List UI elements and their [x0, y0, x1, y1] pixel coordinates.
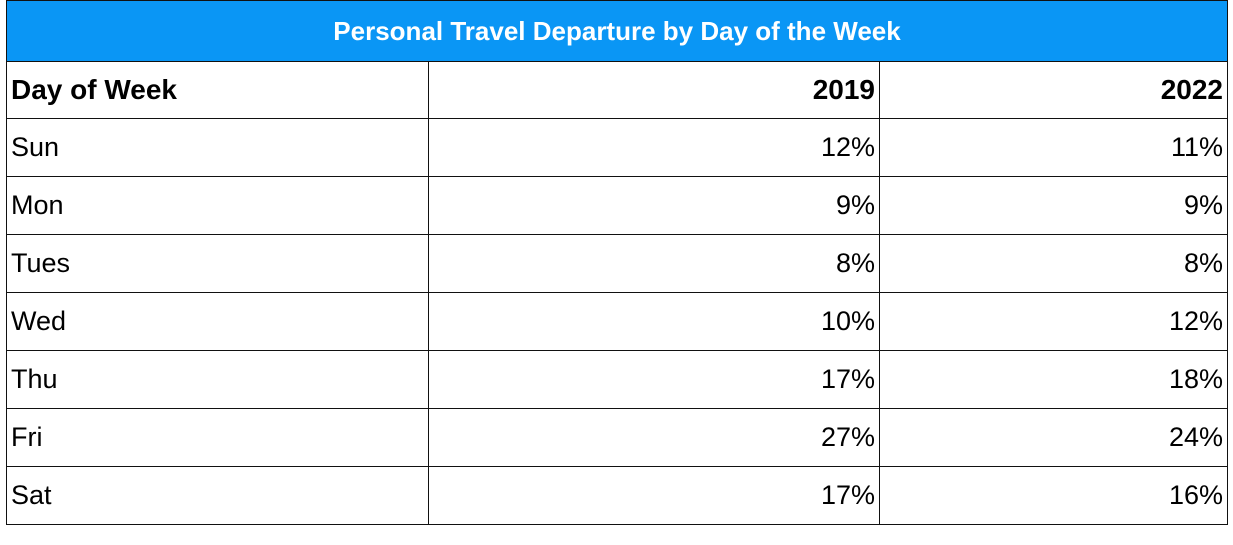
- value-2019-cell: 10%: [428, 292, 880, 351]
- value-2019-cell: 12%: [428, 118, 880, 177]
- table-row: Fri 27% 24%: [6, 408, 1228, 467]
- column-header-day: Day of Week: [6, 61, 429, 119]
- value-2022-cell: 12%: [879, 292, 1228, 351]
- table-row: Thu 17% 18%: [6, 350, 1228, 409]
- day-cell: Sun: [6, 118, 429, 177]
- travel-table-container: Personal Travel Departure by Day of the …: [6, 0, 1228, 525]
- value-2022-cell: 11%: [879, 118, 1228, 177]
- day-cell: Wed: [6, 292, 429, 351]
- value-2019-cell: 27%: [428, 408, 880, 467]
- value-2019-cell: 17%: [428, 350, 880, 409]
- value-2022-cell: 18%: [879, 350, 1228, 409]
- table-row: Sat 17% 16%: [6, 466, 1228, 525]
- table-row: Mon 9% 9%: [6, 176, 1228, 235]
- day-cell: Mon: [6, 176, 429, 235]
- header-row: Day of Week 2019 2022: [6, 61, 1228, 119]
- table-title: Personal Travel Departure by Day of the …: [6, 0, 1228, 62]
- column-header-2022: 2022: [879, 61, 1228, 119]
- value-2022-cell: 24%: [879, 408, 1228, 467]
- title-row: Personal Travel Departure by Day of the …: [6, 0, 1228, 62]
- day-cell: Sat: [6, 466, 429, 525]
- value-2022-cell: 16%: [879, 466, 1228, 525]
- day-cell: Tues: [6, 234, 429, 293]
- travel-departure-table: Personal Travel Departure by Day of the …: [6, 0, 1228, 525]
- table-row: Wed 10% 12%: [6, 292, 1228, 351]
- value-2022-cell: 9%: [879, 176, 1228, 235]
- value-2022-cell: 8%: [879, 234, 1228, 293]
- value-2019-cell: 9%: [428, 176, 880, 235]
- day-cell: Fri: [6, 408, 429, 467]
- day-cell: Thu: [6, 350, 429, 409]
- value-2019-cell: 8%: [428, 234, 880, 293]
- column-header-2019: 2019: [428, 61, 880, 119]
- table-row: Tues 8% 8%: [6, 234, 1228, 293]
- value-2019-cell: 17%: [428, 466, 880, 525]
- table-row: Sun 12% 11%: [6, 118, 1228, 177]
